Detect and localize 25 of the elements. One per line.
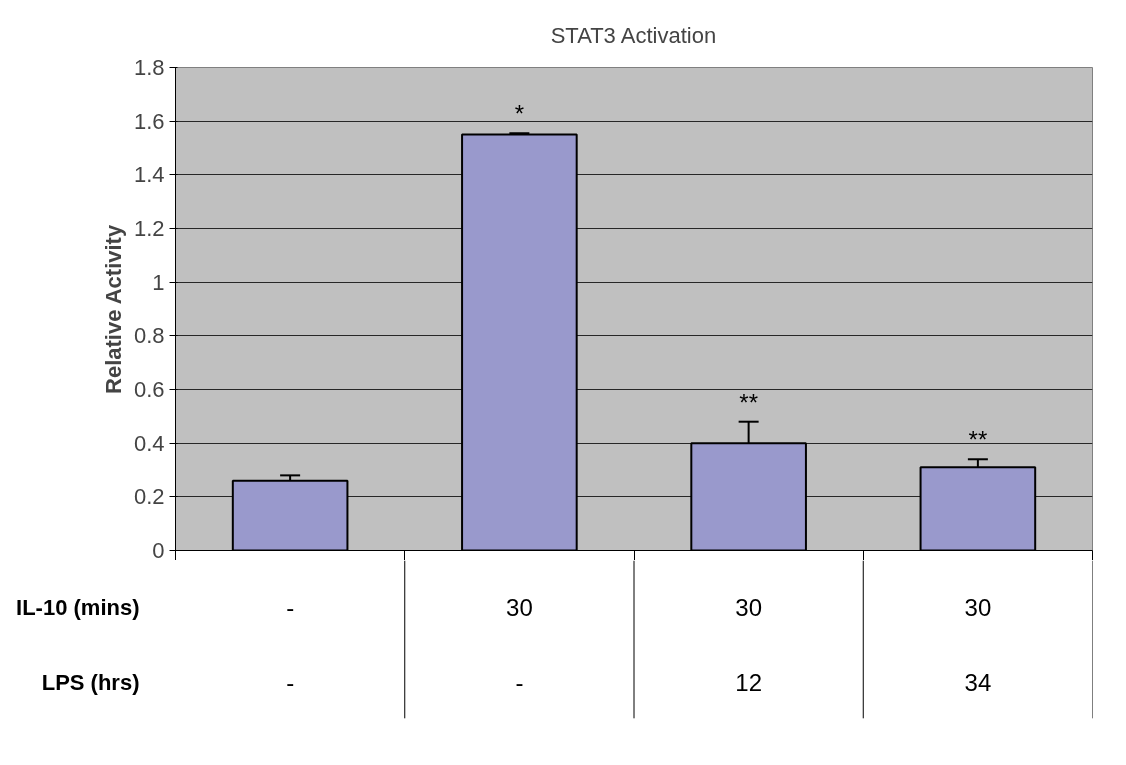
y-tick-label: 0.2: [133, 484, 165, 510]
text: LPS (hrs): [41, 669, 140, 695]
y-tick-label: 1.4: [133, 162, 165, 188]
chart-title: STAT3 Activation: [550, 22, 717, 48]
annotation: **: [739, 388, 758, 416]
annotation: **: [968, 426, 988, 454]
x-tick-label: -: [286, 593, 295, 621]
text: IL-10 (mins): [16, 594, 140, 620]
y-tick-label: 0.4: [133, 430, 165, 456]
y-tick-label: 1.6: [133, 108, 165, 134]
x-tick-label: 30: [964, 593, 992, 621]
x-tick-label: 30: [506, 593, 533, 621]
y-tick-label: 0: [152, 538, 165, 563]
text: 34: [964, 668, 992, 696]
x-tick-label: 30: [735, 593, 762, 621]
annotation: *: [514, 100, 525, 128]
y-tick-label: 1: [152, 269, 165, 295]
y-axis-title: Relative Activity: [100, 224, 126, 394]
y-tick-label: 0.8: [133, 323, 165, 349]
y-tick-label: 0.6: [133, 377, 165, 402]
text: -: [286, 668, 295, 696]
y-tick-label: 1.8: [133, 55, 165, 80]
text: 12: [735, 668, 762, 696]
y-tick-label: 1.2: [133, 216, 165, 241]
text: -: [515, 668, 524, 696]
